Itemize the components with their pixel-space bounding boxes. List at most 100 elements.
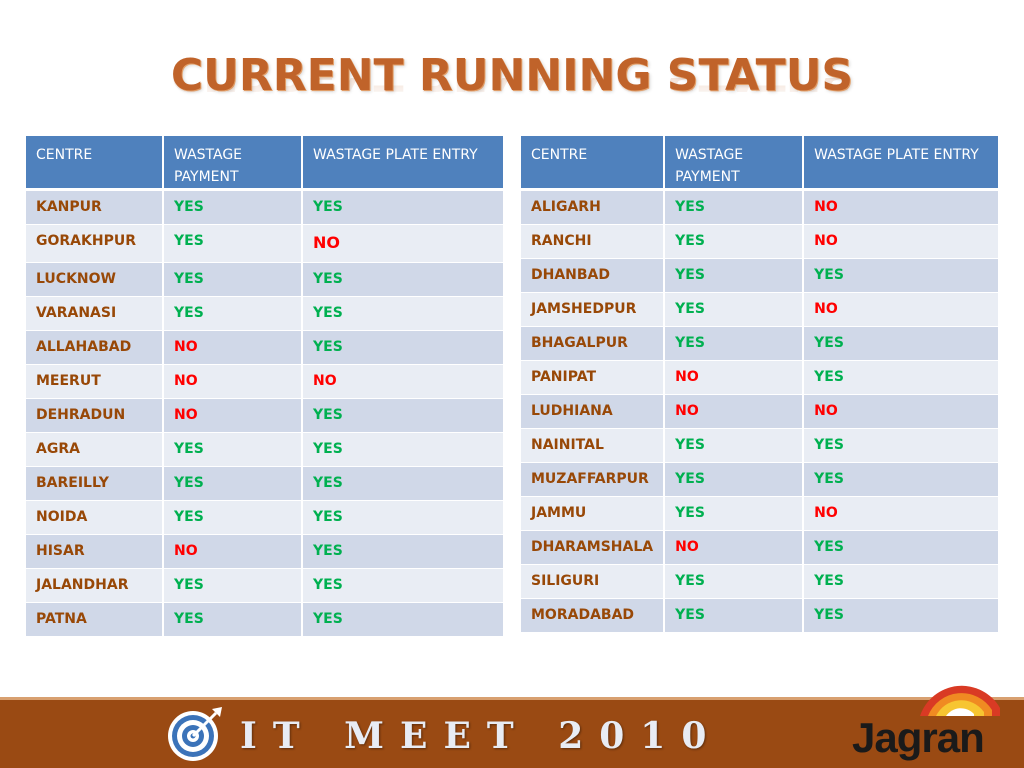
- centre-cell: DEHRADUN: [26, 399, 164, 433]
- centre-cell: SILIGURI: [521, 565, 666, 599]
- table-row: RANCHI YES NO: [521, 225, 998, 259]
- wastage-payment-cell: YES: [164, 467, 303, 501]
- wastage-payment-cell: NO: [665, 531, 805, 565]
- table-row: MORADABAD YES YES: [521, 599, 998, 633]
- page-title-reflection: CURRENT RUNNING STATUS: [0, 78, 1024, 102]
- table-row: GORAKHPUR YES NO: [26, 225, 503, 263]
- centre-cell: BHAGALPUR: [521, 327, 666, 361]
- wastage-payment-cell: YES: [665, 565, 805, 599]
- table-row: ALIGARH YES NO: [521, 191, 998, 225]
- footer-divider: [0, 697, 1024, 700]
- left-table-body: KANPUR YES YES GORAKHPUR YES NO LUCKNOW YES YES V…: [26, 191, 503, 637]
- wastage-plate-entry-cell: YES: [804, 531, 998, 565]
- column-header-wastage-plate-entry: WASTAGE PLATE ENTRY: [303, 136, 503, 191]
- centre-cell: KANPUR: [26, 191, 164, 225]
- wastage-plate-entry-cell: YES: [303, 535, 503, 569]
- centre-cell: AGRA: [26, 433, 164, 467]
- table-row: PATNA YES YES: [26, 603, 503, 637]
- centre-cell: MEERUT: [26, 365, 164, 399]
- wastage-payment-cell: NO: [665, 395, 805, 429]
- wastage-payment-cell: YES: [164, 191, 303, 225]
- event-name: IT MEET 2010: [240, 715, 723, 757]
- wastage-payment-cell: YES: [665, 191, 805, 225]
- table-row: BAREILLY YES YES: [26, 467, 503, 501]
- centre-cell: ALIGARH: [521, 191, 666, 225]
- left-status-table: CENTRE WASTAGE PAYMENT WASTAGE PLATE ENT…: [26, 136, 503, 637]
- table-row: DHANBAD YES YES: [521, 259, 998, 293]
- wastage-payment-cell: YES: [665, 497, 805, 531]
- wastage-plate-entry-cell: YES: [303, 263, 503, 297]
- wastage-plate-entry-cell: NO: [804, 225, 998, 259]
- centre-cell: RANCHI: [521, 225, 666, 259]
- wastage-payment-cell: YES: [164, 225, 303, 263]
- wastage-plate-entry-cell: NO: [804, 293, 998, 327]
- wastage-payment-cell: NO: [164, 365, 303, 399]
- centre-cell: LUCKNOW: [26, 263, 164, 297]
- table-row: AGRA YES YES: [26, 433, 503, 467]
- wastage-plate-entry-cell: NO: [804, 395, 998, 429]
- table-header-row: CENTRE WASTAGE PAYMENT WASTAGE PLATE ENT…: [521, 136, 998, 191]
- table-row: NOIDA YES YES: [26, 501, 503, 535]
- wastage-payment-cell: NO: [665, 361, 805, 395]
- wastage-plate-entry-cell: NO: [804, 191, 998, 225]
- centre-cell: PATNA: [26, 603, 164, 637]
- wastage-payment-cell: YES: [665, 463, 805, 497]
- table-row: HISAR NO YES: [26, 535, 503, 569]
- centre-cell: MORADABAD: [521, 599, 666, 633]
- right-status-table: CENTRE WASTAGE PAYMENT WASTAGE PLATE ENT…: [521, 136, 998, 633]
- wastage-payment-cell: YES: [665, 327, 805, 361]
- wastage-payment-cell: NO: [164, 331, 303, 365]
- wastage-payment-cell: YES: [665, 429, 805, 463]
- table-row: NAINITAL YES YES: [521, 429, 998, 463]
- centre-cell: LUDHIANA: [521, 395, 666, 429]
- table-row: DHARAMSHALA NO YES: [521, 531, 998, 565]
- wastage-payment-cell: NO: [164, 399, 303, 433]
- wastage-plate-entry-cell: YES: [303, 603, 503, 637]
- wastage-plate-entry-cell: YES: [804, 429, 998, 463]
- wastage-payment-cell: YES: [665, 225, 805, 259]
- wastage-plate-entry-cell: YES: [303, 501, 503, 535]
- wastage-plate-entry-cell: YES: [804, 565, 998, 599]
- wastage-payment-cell: YES: [665, 293, 805, 327]
- wastage-plate-entry-cell: YES: [303, 569, 503, 603]
- table-row: VARANASI YES YES: [26, 297, 503, 331]
- wastage-plate-entry-cell: NO: [303, 365, 503, 399]
- table-row: JAMMU YES NO: [521, 497, 998, 531]
- wastage-payment-cell: YES: [164, 569, 303, 603]
- wastage-plate-entry-cell: YES: [303, 399, 503, 433]
- centre-cell: BAREILLY: [26, 467, 164, 501]
- wastage-payment-cell: NO: [164, 535, 303, 569]
- table-row: LUDHIANA NO NO: [521, 395, 998, 429]
- wastage-payment-cell: YES: [665, 599, 805, 633]
- wastage-plate-entry-cell: YES: [303, 467, 503, 501]
- centre-cell: MUZAFFARPUR: [521, 463, 666, 497]
- wastage-payment-cell: YES: [164, 263, 303, 297]
- wastage-plate-entry-cell: YES: [804, 463, 998, 497]
- wastage-plate-entry-cell: NO: [804, 497, 998, 531]
- wastage-plate-entry-cell: NO: [303, 225, 503, 263]
- centre-cell: DHANBAD: [521, 259, 666, 293]
- column-header-wastage-plate-entry: WASTAGE PLATE ENTRY: [804, 136, 998, 191]
- column-header-wastage-payment: WASTAGE PAYMENT: [164, 136, 303, 191]
- wastage-plate-entry-cell: YES: [804, 361, 998, 395]
- centre-cell: DHARAMSHALA: [521, 531, 666, 565]
- table-row: PANIPAT NO YES: [521, 361, 998, 395]
- target-icon: [168, 707, 222, 761]
- page-title: CURRENT RUNNING STATUS: [170, 50, 854, 101]
- table-header-row: CENTRE WASTAGE PAYMENT WASTAGE PLATE ENT…: [26, 136, 503, 191]
- column-header-wastage-payment: WASTAGE PAYMENT: [665, 136, 805, 191]
- centre-cell: VARANASI: [26, 297, 164, 331]
- wastage-payment-cell: YES: [164, 501, 303, 535]
- centre-cell: PANIPAT: [521, 361, 666, 395]
- table-row: DEHRADUN NO YES: [26, 399, 503, 433]
- column-header-centre: CENTRE: [521, 136, 666, 191]
- wastage-payment-cell: YES: [164, 603, 303, 637]
- table-row: JALANDHAR YES YES: [26, 569, 503, 603]
- table-row: LUCKNOW YES YES: [26, 263, 503, 297]
- wastage-plate-entry-cell: YES: [804, 599, 998, 633]
- table-row: BHAGALPUR YES YES: [521, 327, 998, 361]
- jagran-logo: Jagran: [852, 714, 985, 761]
- column-header-centre: CENTRE: [26, 136, 164, 191]
- wastage-payment-cell: YES: [164, 297, 303, 331]
- wastage-plate-entry-cell: YES: [303, 297, 503, 331]
